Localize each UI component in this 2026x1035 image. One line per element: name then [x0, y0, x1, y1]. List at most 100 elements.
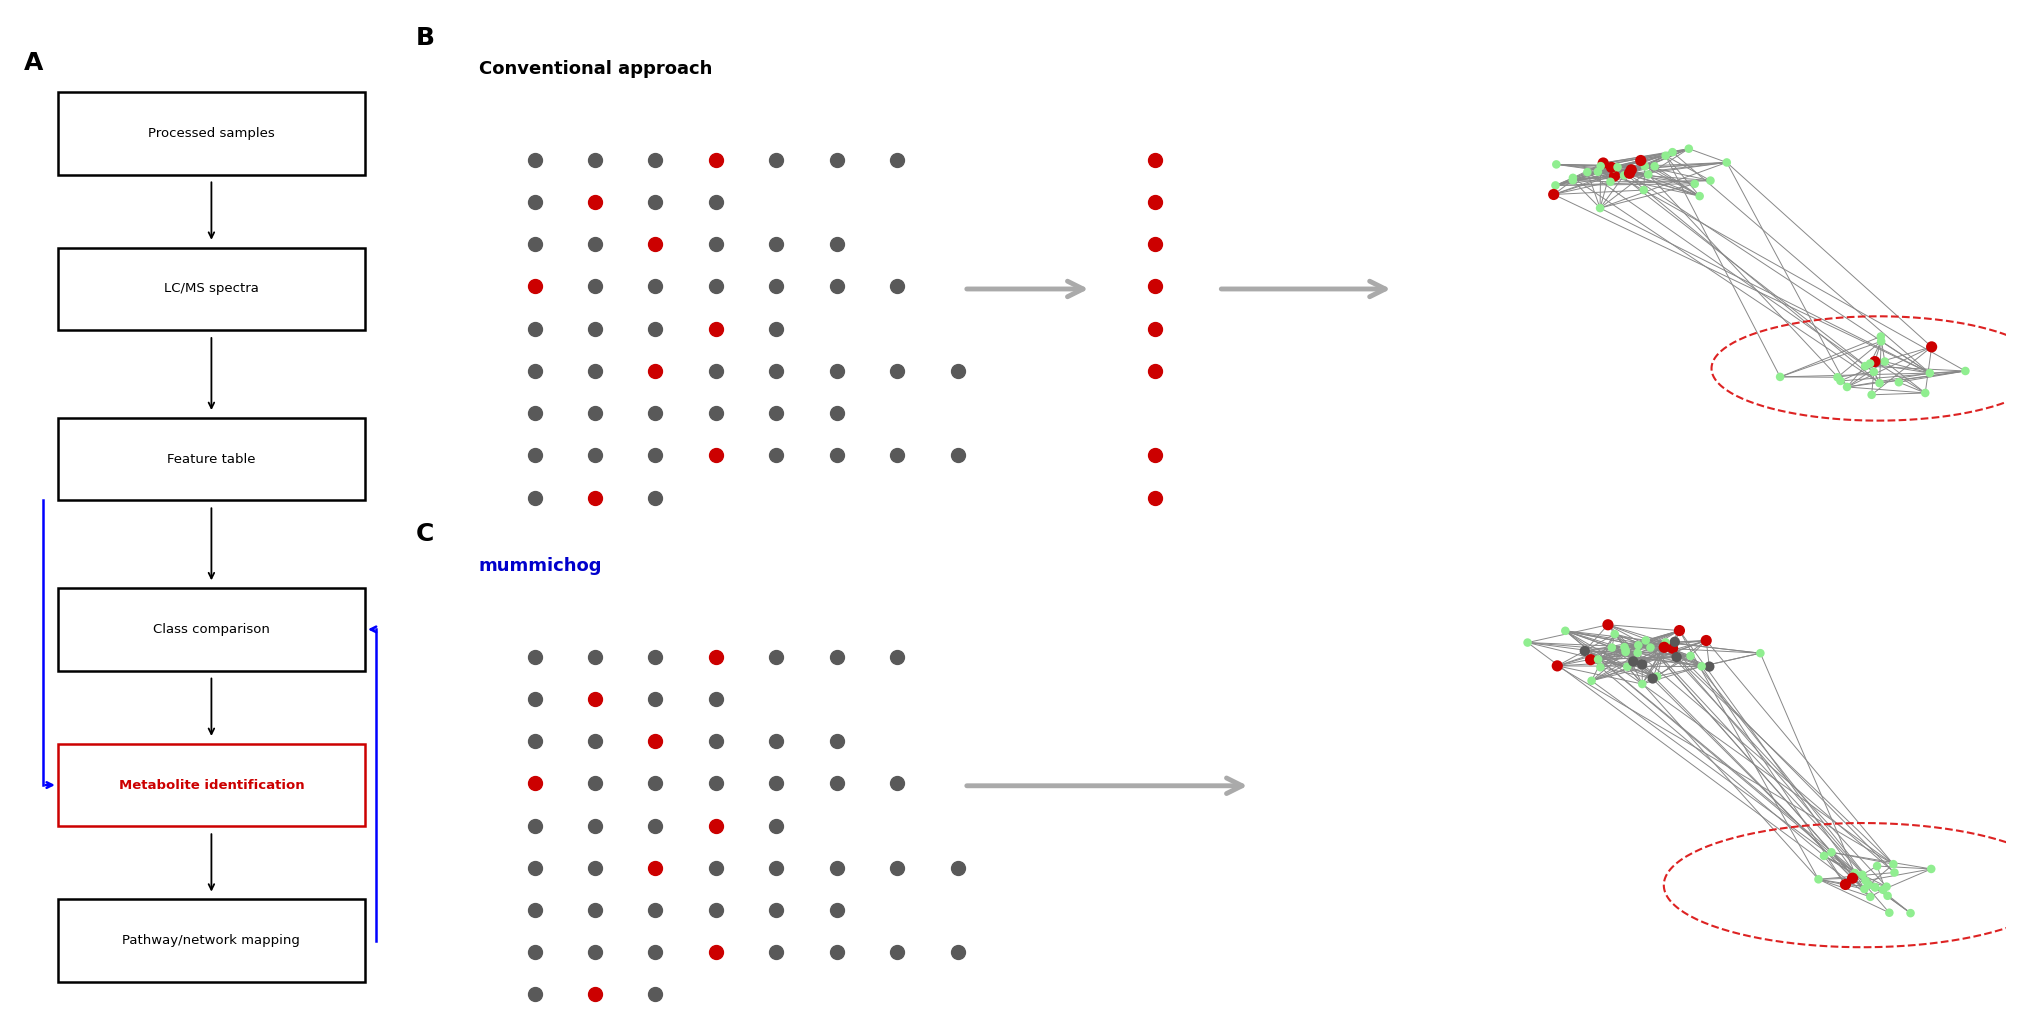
Point — [1882, 374, 1915, 390]
Point — [579, 490, 612, 506]
Point — [640, 901, 673, 918]
Point — [699, 194, 731, 210]
Point — [1868, 353, 1900, 369]
Point — [1850, 873, 1882, 889]
Text: Processed samples: Processed samples — [148, 126, 276, 140]
FancyBboxPatch shape — [59, 247, 365, 330]
Point — [881, 648, 914, 664]
Point — [1639, 158, 1671, 175]
Point — [1657, 640, 1690, 656]
Text: A: A — [24, 51, 43, 75]
Point — [1686, 658, 1718, 675]
Point — [519, 648, 551, 664]
Point — [821, 405, 853, 421]
Point — [881, 447, 914, 464]
Text: Metabolite identification: Metabolite identification — [120, 778, 304, 792]
Point — [579, 690, 612, 707]
Point — [1673, 648, 1706, 664]
Point — [1556, 172, 1588, 188]
Point — [519, 362, 551, 379]
Point — [1540, 156, 1572, 173]
Point — [1542, 657, 1574, 674]
Point — [1629, 158, 1661, 175]
Point — [1915, 861, 1947, 878]
Point — [1538, 186, 1570, 203]
Point — [1694, 658, 1726, 675]
Point — [821, 648, 853, 664]
Point — [1862, 858, 1894, 875]
Point — [640, 986, 673, 1003]
Point — [760, 648, 792, 664]
Point — [1139, 151, 1171, 168]
FancyBboxPatch shape — [59, 92, 365, 175]
Point — [1627, 656, 1659, 673]
Point — [760, 321, 792, 337]
Point — [1139, 362, 1171, 379]
Point — [1649, 634, 1682, 651]
Point — [881, 859, 914, 876]
Point — [1829, 877, 1862, 893]
Point — [1574, 651, 1607, 668]
Point — [1864, 328, 1896, 345]
Point — [1139, 490, 1171, 506]
Point — [1617, 653, 1649, 670]
Point — [1556, 170, 1588, 186]
Point — [1540, 177, 1572, 194]
Text: B: B — [415, 26, 434, 50]
Point — [942, 362, 975, 379]
Point — [821, 236, 853, 253]
Point — [1582, 651, 1615, 668]
Point — [519, 986, 551, 1003]
Point — [579, 194, 612, 210]
Point — [699, 151, 731, 168]
Point — [1609, 644, 1641, 660]
Point — [1621, 645, 1653, 661]
Point — [519, 405, 551, 421]
Point — [1627, 182, 1659, 199]
Point — [760, 733, 792, 749]
Point — [760, 278, 792, 295]
Point — [699, 236, 731, 253]
Point — [579, 775, 612, 792]
Point — [640, 690, 673, 707]
Point — [881, 151, 914, 168]
Point — [1663, 622, 1696, 639]
Point — [519, 901, 551, 918]
Point — [519, 690, 551, 707]
Point — [640, 236, 673, 253]
Point — [579, 733, 612, 749]
Point — [1609, 167, 1641, 183]
Point — [760, 236, 792, 253]
Text: LC/MS spectra: LC/MS spectra — [164, 283, 259, 295]
Point — [640, 405, 673, 421]
Point — [1601, 159, 1633, 176]
Point — [1915, 364, 1947, 381]
Point — [1846, 866, 1878, 883]
Point — [881, 362, 914, 379]
Point — [821, 775, 853, 792]
Point — [1649, 147, 1682, 164]
Point — [1894, 905, 1927, 921]
Point — [1684, 187, 1716, 204]
Point — [1866, 882, 1898, 898]
Point — [760, 901, 792, 918]
Point — [640, 151, 673, 168]
Point — [519, 818, 551, 834]
Point — [760, 859, 792, 876]
Point — [519, 194, 551, 210]
Point — [699, 690, 731, 707]
Point — [1599, 168, 1631, 184]
Point — [1647, 639, 1680, 655]
Point — [1139, 321, 1171, 337]
Point — [699, 818, 731, 834]
Point — [519, 447, 551, 464]
Point — [1629, 632, 1661, 649]
Point — [640, 733, 673, 749]
Point — [519, 151, 551, 168]
Point — [1625, 152, 1657, 169]
Point — [1609, 642, 1641, 658]
Point — [519, 859, 551, 876]
Text: Conventional approach: Conventional approach — [478, 60, 713, 79]
Point — [579, 944, 612, 960]
Point — [821, 362, 853, 379]
